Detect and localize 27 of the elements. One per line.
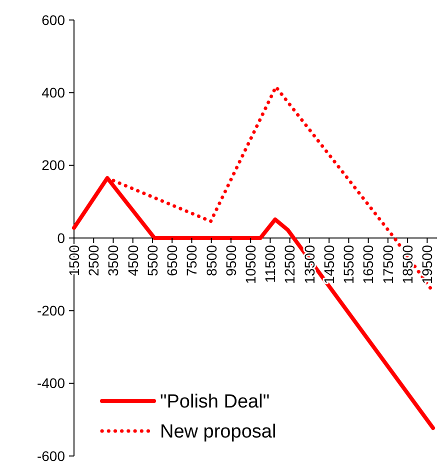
x-tick-label: 19500 <box>419 244 436 284</box>
y-tick-label: -600 <box>36 448 66 464</box>
x-tick-label: 15500 <box>340 244 357 284</box>
x-tick-label: 6500 <box>164 244 180 276</box>
x-tick-label: 9500 <box>222 244 239 276</box>
x-tick-label: 13500 <box>301 244 318 284</box>
x-tick-label: 5500 <box>144 244 160 276</box>
x-tick-label: 14500 <box>320 244 337 284</box>
x-tick-label: 10500 <box>242 244 258 284</box>
y-tick-label: -400 <box>36 375 66 392</box>
y-tick-label: 400 <box>42 84 66 101</box>
x-tick-label: 7500 <box>184 244 200 276</box>
x-tick-label: 18500 <box>399 244 416 284</box>
legend-label: "Polish Deal" <box>160 392 270 413</box>
x-tick-label: 2500 <box>86 244 102 276</box>
x-tick-label: 12500 <box>282 244 298 284</box>
y-tick-label: 600 <box>42 12 66 28</box>
y-tick-label: 200 <box>42 157 66 174</box>
x-tick-label: 4500 <box>124 244 141 276</box>
legend-label: New proposal <box>160 422 276 443</box>
y-tick-label: 0 <box>57 230 66 246</box>
x-tick-label: 16500 <box>360 244 376 284</box>
x-tick-label: 11500 <box>262 244 278 283</box>
y-tick-label: -200 <box>36 302 66 319</box>
x-tick-label: 3500 <box>105 244 122 276</box>
x-tick-label: 8500 <box>203 244 220 276</box>
x-tick-label: 17500 <box>380 244 396 284</box>
